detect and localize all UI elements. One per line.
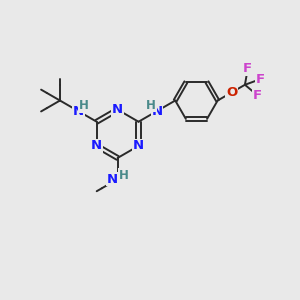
Text: H: H [79,99,89,112]
Text: N: N [107,172,118,186]
Text: F: F [243,62,252,75]
Text: N: N [151,105,162,118]
Text: F: F [253,89,262,102]
Text: F: F [256,73,265,85]
Text: N: N [133,140,144,152]
Text: O: O [226,86,237,99]
Text: H: H [146,99,156,112]
Text: H: H [119,169,129,182]
Text: N: N [91,140,102,152]
Text: N: N [73,105,84,118]
Text: N: N [112,103,123,116]
